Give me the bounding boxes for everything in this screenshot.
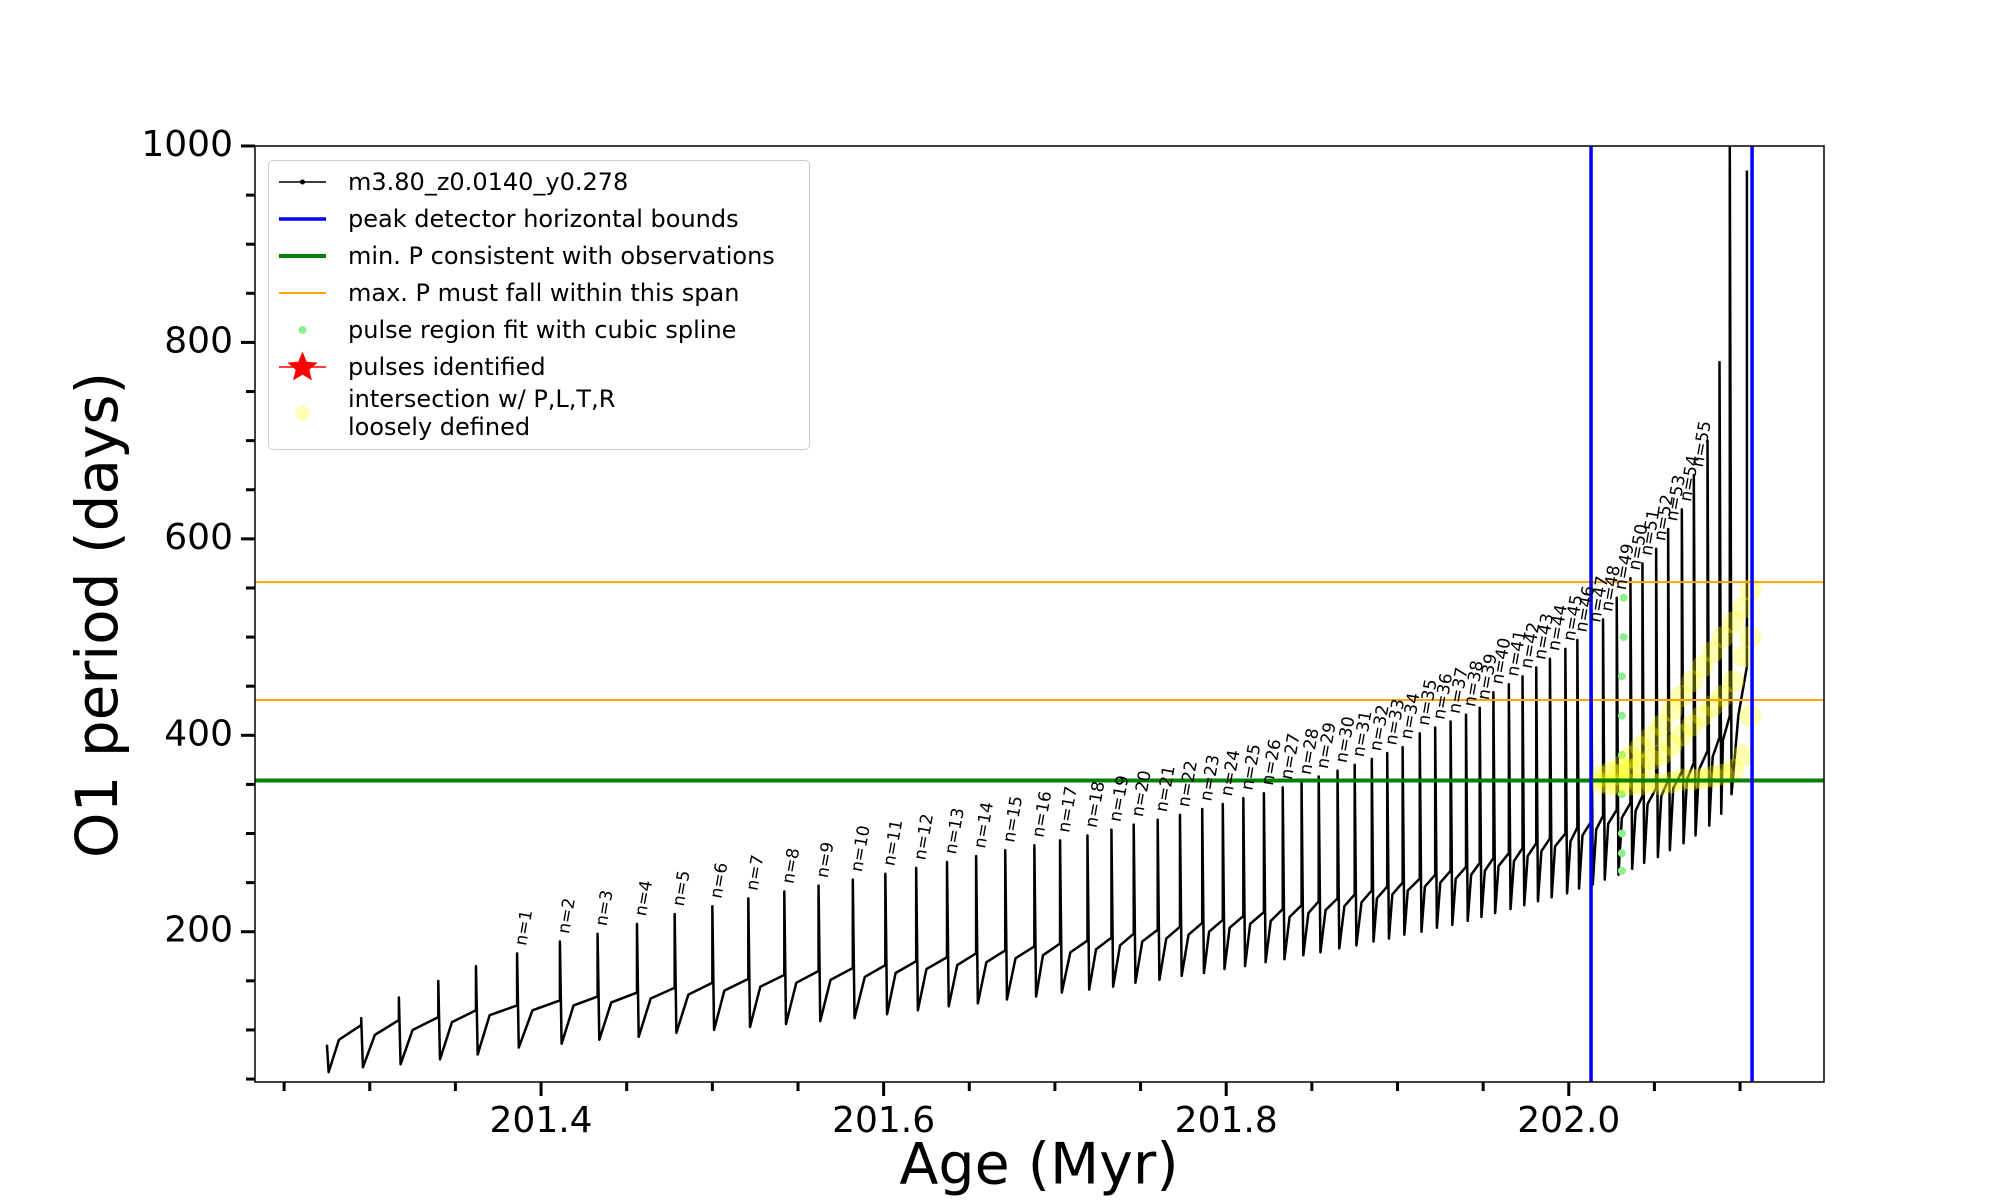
point-marker <box>1691 655 1714 678</box>
pulse-label: n=14 <box>970 800 998 849</box>
legend-star <box>287 351 318 380</box>
pulse-label: n=11 <box>879 818 907 867</box>
point-marker <box>1722 611 1745 634</box>
point-marker <box>1629 736 1652 759</box>
point-marker <box>1681 714 1704 737</box>
point-marker <box>1650 714 1673 737</box>
legend-entry: pulse region fit with cubic spline <box>269 311 809 348</box>
point-marker <box>1598 761 1621 784</box>
point-marker <box>1639 726 1662 749</box>
y-axis-label: O1 period (days) <box>63 372 131 858</box>
pulse-label: n=12 <box>910 812 938 861</box>
point-marker <box>1732 645 1755 668</box>
point-marker <box>1660 734 1683 757</box>
y-tick-label: 800 <box>164 320 233 361</box>
pulse-label: n=1 <box>511 908 537 947</box>
pulse-label: n=9 <box>813 841 839 880</box>
point-marker <box>1617 849 1626 858</box>
legend-entry: peak detector horizontal bounds <box>269 200 809 237</box>
point-marker <box>1619 758 1642 781</box>
x-tick-label: 201.6 <box>832 1100 935 1141</box>
legend-handle <box>298 325 307 334</box>
legend-label: pulses identified <box>348 352 546 381</box>
pulse-label: n=16 <box>1029 790 1057 839</box>
point-marker <box>1619 593 1628 602</box>
legend-handle <box>279 179 326 184</box>
point-marker <box>1617 750 1626 759</box>
point-marker <box>1732 596 1755 619</box>
point-marker <box>1670 724 1693 747</box>
point-marker <box>1617 711 1626 720</box>
point-marker <box>1619 745 1642 768</box>
point-marker <box>1681 670 1704 693</box>
pulse-label: n=6 <box>706 861 732 900</box>
x-tick-label: 202.0 <box>1517 1100 1620 1141</box>
pulse-label: n=15 <box>999 795 1027 844</box>
pulse-label: n=55 <box>1688 419 1716 468</box>
pulse-label: n=8 <box>778 846 804 885</box>
point-marker <box>1722 758 1745 781</box>
plot-area <box>255 146 1824 1082</box>
legend-handle <box>279 253 326 258</box>
pulse-label: n=4 <box>631 879 657 918</box>
series-line <box>325 146 1749 1074</box>
point-marker <box>1670 685 1693 708</box>
point-marker <box>1732 743 1755 766</box>
point-marker <box>1701 640 1724 663</box>
point-marker <box>1617 790 1626 799</box>
y-tick-label: 1000 <box>141 124 233 165</box>
point-marker <box>1722 670 1745 693</box>
point-marker <box>1609 755 1632 778</box>
x-axis-label: Age (Myr) <box>899 1132 1178 1198</box>
point-marker <box>1617 829 1626 838</box>
pulse-label: n=18 <box>1082 780 1110 829</box>
legend-entry: max. P must fall within this span <box>269 274 809 311</box>
point-marker <box>1617 866 1626 875</box>
pulse-label: n=22 <box>1174 759 1202 808</box>
point-marker <box>1617 672 1626 681</box>
pulse-label: n=13 <box>941 806 969 855</box>
legend-label: max. P must fall within this span <box>348 278 740 307</box>
legend-label: intersection w/ P,L,T,R loosely defined <box>348 385 616 441</box>
plot-frame <box>254 145 1825 1083</box>
pulse-label: n=2 <box>554 897 580 936</box>
y-tick-label: 600 <box>164 517 233 558</box>
point-marker <box>1650 743 1673 766</box>
x-tick-label: 201.4 <box>490 1100 593 1141</box>
x-tick-label: 201.8 <box>1175 1100 1278 1141</box>
legend-label: pulse region fit with cubic spline <box>348 315 737 344</box>
y-tick-label: 400 <box>164 713 233 754</box>
legend-dot <box>298 325 307 334</box>
point-marker <box>1639 748 1662 771</box>
legend-entry: m3.80_z0.0140_y0.278 <box>269 163 809 200</box>
legend-entry: min. P consistent with observations <box>269 237 809 274</box>
point-marker <box>1691 704 1714 727</box>
legend-handle <box>295 406 310 420</box>
y-tick-label: 200 <box>164 910 233 951</box>
point-marker <box>1629 753 1652 776</box>
point-marker <box>1619 633 1628 642</box>
legend-handle <box>279 351 326 380</box>
legend-entry: pulses identified <box>269 348 809 385</box>
pulse-label: n=7 <box>742 853 768 892</box>
pulse-label: n=3 <box>592 889 618 928</box>
point-marker <box>1711 685 1734 708</box>
legend-dot <box>295 406 310 420</box>
legend-entry: intersection w/ P,L,T,R loosely defined <box>269 385 809 441</box>
pulse-label: n=10 <box>847 824 875 873</box>
pulse-label: n=17 <box>1054 785 1082 834</box>
legend-handle <box>279 291 326 294</box>
pulse-label: n=5 <box>669 869 695 908</box>
pulse-label: n=20 <box>1128 769 1156 818</box>
legend-label: peak detector horizontal bounds <box>348 204 739 233</box>
legend-label: m3.80_z0.0140_y0.278 <box>348 167 629 196</box>
legend-dot <box>300 179 305 184</box>
legend-label: min. P consistent with observations <box>348 241 775 270</box>
point-marker <box>1711 626 1734 649</box>
legend-handle <box>279 216 326 221</box>
point-marker <box>1660 699 1683 722</box>
